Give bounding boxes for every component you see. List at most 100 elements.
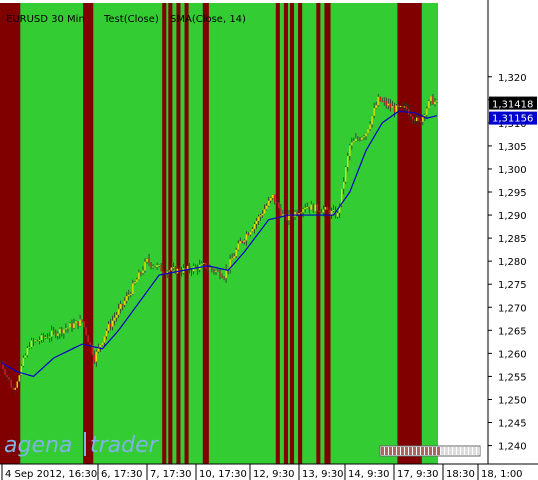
- x-tick-label: 6, 17:30: [101, 469, 143, 480]
- candle-body: [280, 208, 282, 216]
- candle-body: [428, 100, 430, 109]
- candle-body: [416, 117, 418, 122]
- time-axis[interactable]: 4 Sep 2012, 16:30 6, 17:30 7, 17:30 10, 17:…: [1, 464, 523, 480]
- candle-body: [14, 387, 16, 390]
- scrollbar-segment: [425, 447, 428, 455]
- candle-body: [267, 200, 270, 206]
- scrollbar-segment: [429, 447, 432, 455]
- green-band: [0, 3, 438, 464]
- candle-body: [239, 241, 241, 244]
- candle-body: [403, 106, 406, 108]
- candle-body: [294, 212, 296, 217]
- candle-body: [24, 355, 27, 358]
- candle-body: [245, 234, 248, 241]
- candle-body: [38, 340, 41, 342]
- candle-body: [186, 266, 189, 270]
- candle-body: [101, 342, 104, 346]
- candle-body: [237, 243, 239, 250]
- candle-body: [371, 115, 373, 125]
- candle-body: [257, 216, 260, 221]
- candle-body: [97, 347, 100, 352]
- candle-body: [322, 209, 325, 213]
- candle-body: [111, 320, 114, 327]
- candle-body: [6, 374, 8, 378]
- candle-body: [306, 207, 308, 209]
- candle-body: [284, 214, 286, 217]
- candle-body: [409, 114, 412, 117]
- candle-body: [434, 101, 436, 105]
- candle-body: [146, 258, 148, 262]
- sma-line: [0, 110, 438, 378]
- candle-body: [32, 340, 35, 342]
- scrollbar-segment: [445, 447, 448, 455]
- red-band: [83, 3, 94, 464]
- candle-body: [168, 270, 171, 272]
- candle-body: [288, 213, 290, 221]
- candle-body: [95, 351, 98, 362]
- candle-body: [320, 211, 323, 213]
- candle-body: [314, 204, 317, 212]
- candle-body: [107, 324, 110, 331]
- candle-body: [71, 323, 73, 328]
- candle-body: [217, 270, 219, 272]
- candle-body: [347, 155, 349, 168]
- candle-body: [170, 267, 173, 271]
- candle-body: [160, 265, 162, 272]
- candle-body: [418, 117, 420, 121]
- x-tick-label: 17, 9:30: [397, 469, 439, 480]
- candle-body: [87, 335, 89, 343]
- red-band: [283, 3, 288, 464]
- red-band: [275, 3, 280, 464]
- candle-body: [265, 205, 268, 210]
- candle-body: [422, 115, 424, 122]
- candle-body: [278, 202, 280, 209]
- candle-body: [308, 207, 310, 210]
- candle-body: [355, 138, 357, 142]
- candle-body: [172, 267, 175, 269]
- candle-body: [73, 323, 75, 328]
- candle-body: [194, 266, 197, 268]
- candle-body: [343, 181, 345, 189]
- y-tick-label: 1,290: [498, 211, 527, 222]
- candle-body: [274, 194, 276, 203]
- x-tick-label: 18, 1:00: [481, 469, 523, 480]
- candle-body: [302, 209, 304, 213]
- candle-body: [351, 142, 353, 146]
- candle-body: [4, 369, 6, 375]
- scrollbar-segment: [477, 447, 480, 455]
- candle-body: [215, 270, 217, 272]
- scrollbar-segment: [453, 447, 456, 455]
- chart-scrollbar[interactable]: [379, 445, 481, 457]
- logo-text-trader: trader: [90, 433, 160, 458]
- candle-body: [113, 317, 116, 321]
- candle-body: [272, 194, 274, 199]
- candle-body: [51, 330, 53, 337]
- candle-body: [316, 204, 319, 211]
- candle-body: [46, 337, 49, 339]
- candle-body: [188, 266, 191, 271]
- candle-body: [340, 188, 343, 206]
- candle-series: [0, 93, 438, 396]
- candle-body: [261, 213, 264, 216]
- red-band: [168, 3, 173, 464]
- y-tick-label: 1,265: [498, 326, 527, 337]
- candle-body: [292, 216, 294, 218]
- candle-body: [286, 216, 288, 221]
- candle-body: [318, 210, 321, 212]
- candle-body: [42, 335, 45, 338]
- scrollbar-segment: [461, 447, 464, 455]
- candle-body: [117, 308, 120, 315]
- candle-body: [18, 375, 20, 382]
- title-symbol: EURUSD 30 Min: [6, 14, 85, 25]
- candle-body: [57, 333, 59, 336]
- red-band: [397, 3, 422, 464]
- candle-body: [180, 272, 183, 274]
- y-tick-label: 1,270: [498, 303, 527, 314]
- candle-body: [399, 105, 402, 107]
- scrollbar-segment: [421, 447, 424, 455]
- candle-body: [148, 258, 150, 263]
- title-indicator-sma: SMA(Close, 14): [170, 14, 246, 25]
- candle-body: [142, 270, 144, 274]
